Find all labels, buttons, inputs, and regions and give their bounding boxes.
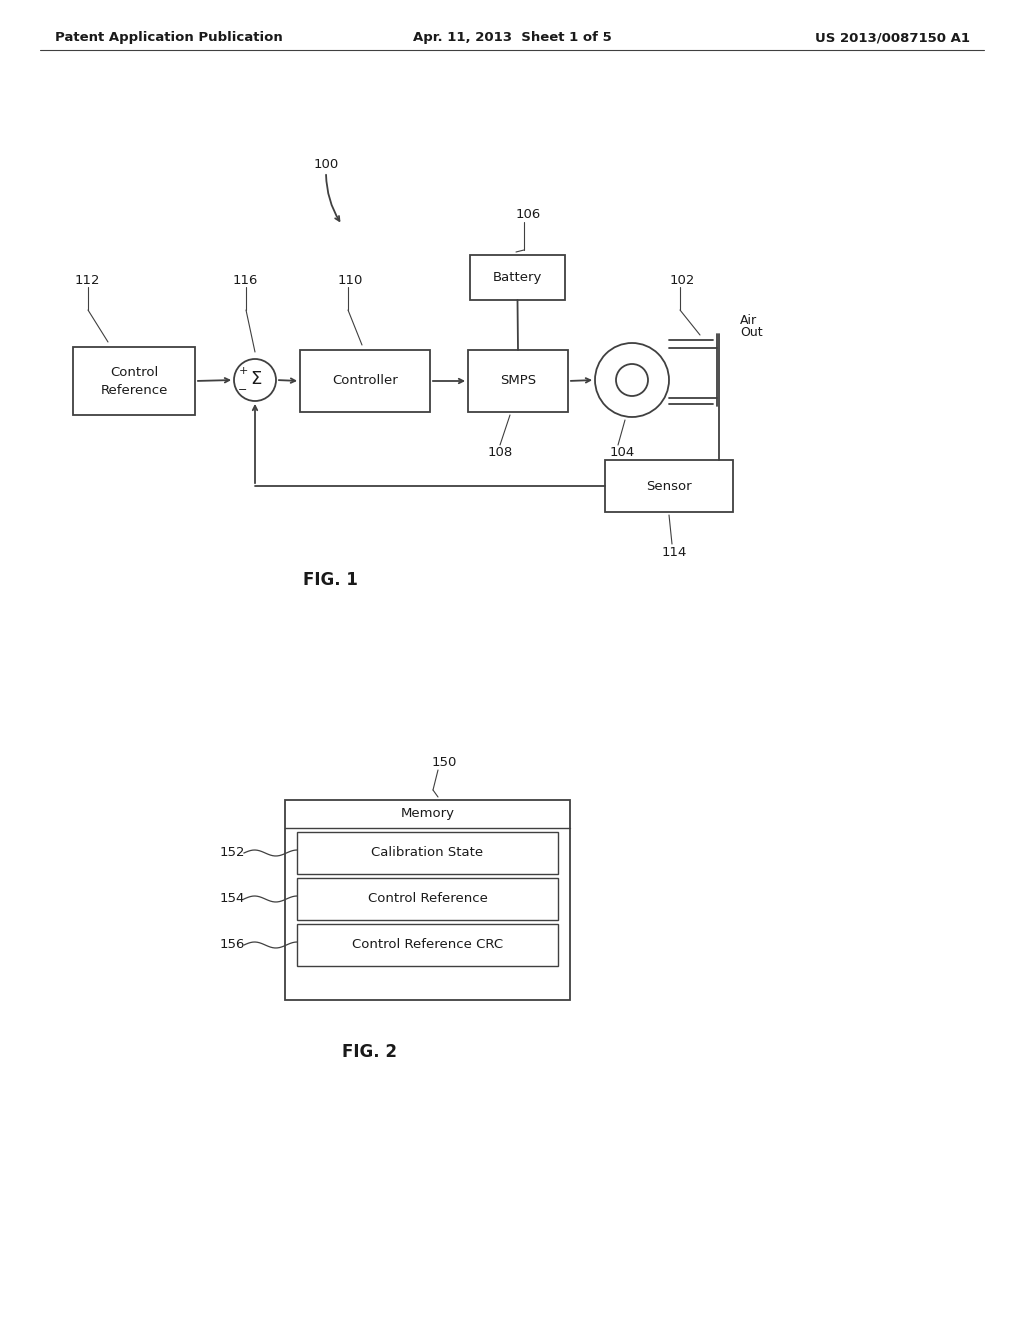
Text: Battery: Battery [493, 271, 542, 284]
Text: Reference: Reference [100, 384, 168, 396]
Text: Controller: Controller [332, 375, 398, 388]
Bar [285, 800, 570, 1001]
Text: Apr. 11, 2013  Sheet 1 of 5: Apr. 11, 2013 Sheet 1 of 5 [413, 32, 611, 45]
Text: 104: 104 [610, 446, 635, 458]
Text: 114: 114 [662, 545, 687, 558]
Text: Control Reference: Control Reference [368, 892, 487, 906]
Text: −: − [239, 385, 248, 395]
Text: 150: 150 [432, 755, 458, 768]
Text: Σ: Σ [250, 370, 262, 388]
Text: Control Reference CRC: Control Reference CRC [352, 939, 503, 952]
Text: +: + [239, 366, 248, 376]
Text: 108: 108 [488, 446, 513, 458]
Text: Out: Out [740, 326, 763, 338]
Text: Patent Application Publication: Patent Application Publication [55, 32, 283, 45]
Text: 112: 112 [75, 273, 100, 286]
Text: FIG. 2: FIG. 2 [342, 1043, 397, 1061]
Bar [468, 350, 568, 412]
Text: 106: 106 [516, 209, 542, 222]
Text: US 2013/0087150 A1: US 2013/0087150 A1 [815, 32, 970, 45]
Text: Control: Control [110, 366, 158, 379]
Bar [297, 832, 558, 874]
Bar [605, 459, 733, 512]
Text: FIG. 1: FIG. 1 [302, 572, 357, 589]
Text: 156: 156 [220, 939, 246, 952]
Bar [470, 255, 565, 300]
Bar [297, 878, 558, 920]
Bar [297, 924, 558, 966]
Text: 154: 154 [220, 892, 246, 906]
Text: Sensor: Sensor [646, 479, 692, 492]
Text: SMPS: SMPS [500, 375, 536, 388]
Text: Air: Air [740, 314, 757, 326]
Text: 110: 110 [338, 273, 364, 286]
Bar [73, 347, 195, 414]
Text: Memory: Memory [400, 808, 455, 821]
Text: 152: 152 [220, 846, 246, 859]
Bar [300, 350, 430, 412]
Text: 100: 100 [314, 158, 339, 172]
Text: Calibration State: Calibration State [372, 846, 483, 859]
Text: 116: 116 [233, 273, 258, 286]
Text: 102: 102 [670, 273, 695, 286]
